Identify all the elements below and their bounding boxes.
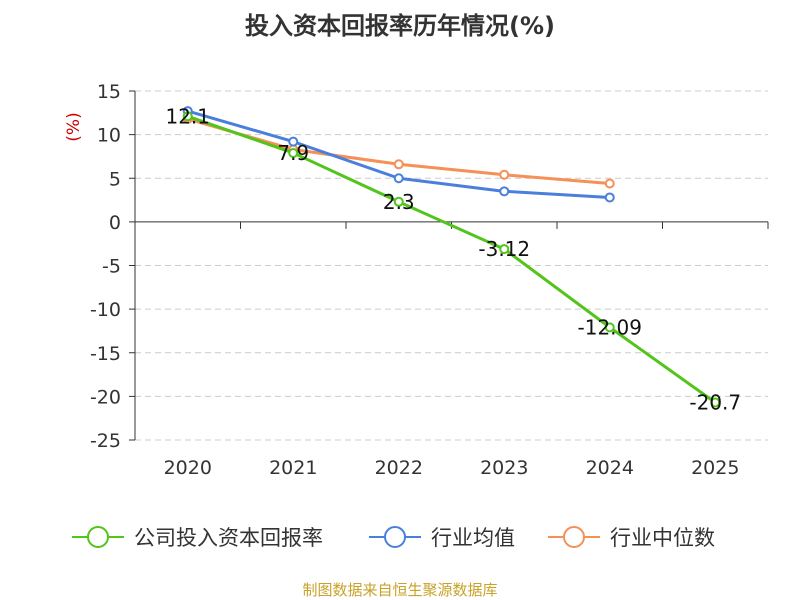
source-note: 制图数据来自恒生聚源数据库 — [302, 581, 497, 599]
data-label: 2.3 — [383, 190, 415, 214]
legend-label: 公司投入资本回报率 — [134, 526, 323, 550]
x-tick-label: 2025 — [691, 457, 739, 479]
x-tick-label: 2023 — [480, 457, 528, 479]
legend-marker — [384, 526, 406, 548]
data-point[interactable] — [393, 173, 404, 184]
data-point[interactable] — [182, 111, 193, 122]
data-point[interactable] — [710, 397, 721, 408]
y-tick-label: -15 — [90, 343, 121, 365]
x-tick-label: 2022 — [375, 457, 423, 479]
x-tick-label: 2021 — [269, 457, 317, 479]
y-tick-label: 0 — [109, 212, 121, 234]
y-tick-label: -25 — [90, 430, 121, 452]
x-tick-label: 2020 — [164, 457, 212, 479]
y-axis-label: (%) — [64, 112, 84, 141]
legend-label: 行业均值 — [431, 526, 515, 550]
chart-title: 投入资本回报率历年情况(%) — [245, 12, 555, 40]
legend-item-2[interactable]: 行业中位数 — [548, 526, 715, 550]
y-tick-label: -5 — [102, 256, 121, 278]
data-point[interactable] — [604, 192, 615, 203]
data-point[interactable] — [604, 322, 615, 333]
series-lines — [182, 106, 721, 408]
legend-item-1[interactable]: 行业均值 — [369, 526, 515, 550]
data-point[interactable] — [499, 186, 510, 197]
legend-label: 行业中位数 — [610, 526, 715, 550]
data-point[interactable] — [393, 196, 404, 207]
data-label: 12.1 — [165, 104, 210, 128]
data-point[interactable] — [288, 136, 299, 147]
axes: 15 10 5 0 -5 -10 -15 -20 -25 2020 2021 2022 2023 2024… — [90, 81, 769, 479]
legend[interactable]: 公司投入资本回报率 行业均值 行业中位数 — [72, 526, 715, 550]
x-tick-label: 2024 — [586, 457, 634, 479]
y-tick-label: -20 — [90, 386, 121, 408]
data-label: -3.12 — [478, 237, 530, 261]
data-label: 7.9 — [277, 141, 309, 165]
y-tick-label: 5 — [109, 168, 121, 190]
data-point[interactable] — [499, 244, 510, 255]
series-line-0 — [187, 114, 717, 404]
legend-marker — [563, 526, 585, 548]
grid-lines — [135, 90, 768, 441]
y-tick-label: 15 — [97, 81, 121, 103]
data-point[interactable] — [604, 178, 615, 189]
data-point[interactable] — [393, 159, 404, 170]
data-labels: 12.1 7.9 2.3 -3.12 -12.09 -20.7 — [165, 104, 741, 414]
y-tick-label: 10 — [97, 125, 121, 147]
series-line-1 — [187, 109, 610, 199]
data-label: -20.7 — [689, 390, 741, 414]
legend-item-0[interactable]: 公司投入资本回报率 — [72, 526, 323, 550]
data-point[interactable] — [288, 147, 299, 158]
legend-marker — [87, 526, 109, 548]
data-point[interactable] — [499, 169, 510, 180]
data-label: -12.09 — [578, 315, 642, 339]
y-tick-label: -10 — [90, 299, 121, 321]
